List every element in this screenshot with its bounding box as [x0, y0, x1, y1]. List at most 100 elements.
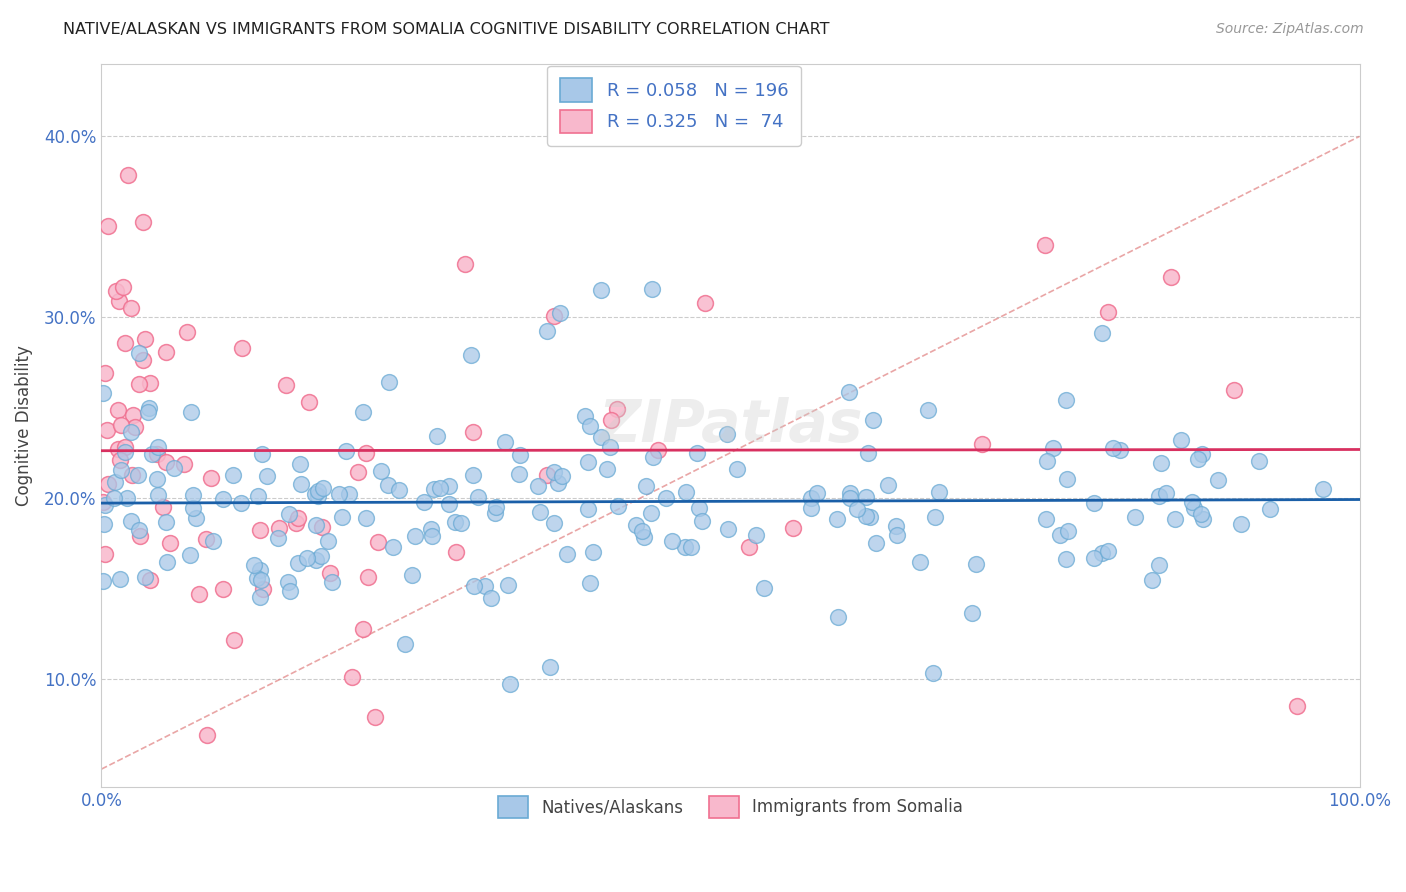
Text: Source: ZipAtlas.com: Source: ZipAtlas.com [1216, 22, 1364, 37]
Point [599, 413, 621, 427]
Point [1191, 447, 1213, 461]
Point [249, 523, 271, 537]
Point [1182, 501, 1205, 516]
Point [122, 408, 145, 422]
Point [246, 571, 269, 585]
Point [274, 378, 297, 392]
Point [661, 533, 683, 548]
Point [1056, 472, 1078, 486]
Point [1206, 473, 1229, 487]
Point [91, 574, 114, 588]
Point [278, 584, 301, 599]
Point [311, 520, 333, 534]
Point [287, 511, 309, 525]
Point [309, 549, 332, 564]
Point [800, 500, 823, 515]
Point [450, 516, 472, 530]
Point [509, 448, 531, 462]
Point [574, 409, 596, 424]
Point [1091, 546, 1114, 560]
Point [114, 441, 136, 455]
Point [187, 587, 209, 601]
Point [388, 483, 411, 497]
Point [138, 573, 160, 587]
Point [305, 553, 328, 567]
Point [1035, 512, 1057, 526]
Point [94, 498, 117, 512]
Point [1192, 511, 1215, 525]
Point [231, 496, 253, 510]
Point [1150, 456, 1173, 470]
Point [146, 488, 169, 502]
Point [252, 582, 274, 596]
Point [124, 420, 146, 434]
Point [1097, 544, 1119, 558]
Point [1140, 574, 1163, 588]
Point [146, 447, 169, 461]
Point [921, 665, 943, 680]
Point [591, 283, 613, 297]
Point [429, 481, 451, 495]
Point [825, 512, 848, 526]
Point [688, 501, 710, 516]
Point [908, 555, 931, 569]
Point [404, 529, 426, 543]
Point [886, 519, 908, 533]
Point [1164, 512, 1187, 526]
Point [1181, 495, 1204, 509]
Point [339, 487, 361, 501]
Point [94, 547, 117, 561]
Point [576, 455, 599, 469]
Point [856, 446, 879, 460]
Point [484, 506, 506, 520]
Point [1102, 441, 1125, 455]
Point [352, 623, 374, 637]
Point [285, 516, 308, 530]
Point [356, 511, 378, 525]
Point [256, 468, 278, 483]
Point [693, 295, 716, 310]
Point [246, 489, 269, 503]
Point [607, 499, 630, 513]
Point [93, 516, 115, 531]
Point [838, 486, 860, 500]
Point [307, 483, 329, 498]
Point [138, 376, 160, 391]
Point [413, 494, 436, 508]
Point [423, 483, 446, 497]
Point [267, 531, 290, 545]
Y-axis label: Cognitive Disability: Cognitive Disability [15, 345, 32, 506]
Point [499, 677, 522, 691]
Point [1147, 489, 1170, 503]
Point [111, 279, 134, 293]
Point [401, 568, 423, 582]
Point [1147, 558, 1170, 573]
Point [876, 477, 898, 491]
Point [104, 475, 127, 490]
Point [727, 461, 749, 475]
Point [342, 670, 364, 684]
Point [179, 548, 201, 562]
Point [838, 491, 860, 505]
Point [1187, 452, 1209, 467]
Point [1083, 496, 1105, 510]
Point [494, 435, 516, 450]
Point [134, 332, 156, 346]
Point [117, 168, 139, 182]
Point [633, 530, 655, 544]
Point [1083, 551, 1105, 566]
Point [738, 540, 761, 554]
Point [290, 477, 312, 491]
Point [692, 514, 714, 528]
Point [463, 467, 485, 482]
Point [321, 575, 343, 590]
Point [138, 401, 160, 415]
Point [173, 457, 195, 471]
Point [328, 487, 350, 501]
Point [249, 563, 271, 577]
Point [806, 485, 828, 500]
Point [121, 467, 143, 482]
Point [972, 437, 994, 451]
Point [120, 515, 142, 529]
Point [641, 450, 664, 464]
